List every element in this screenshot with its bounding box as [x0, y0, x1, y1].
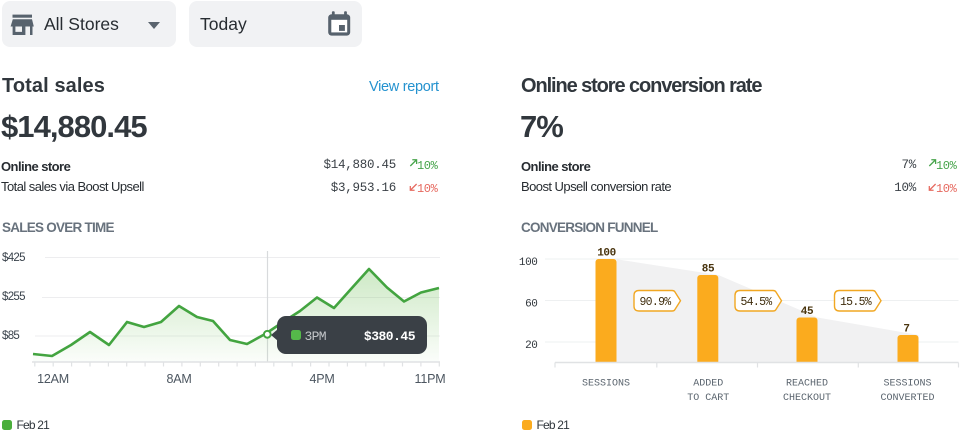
svg-text:ADDED: ADDED	[693, 379, 723, 390]
svg-text:CHECKOUT: CHECKOUT	[783, 393, 831, 404]
svg-text:TO CART: TO CART	[687, 393, 729, 404]
svg-text:20: 20	[525, 340, 537, 352]
svg-text:45: 45	[801, 306, 814, 318]
svg-text:85: 85	[702, 264, 715, 276]
svg-text:60: 60	[525, 298, 537, 310]
svg-text:100: 100	[519, 257, 538, 269]
svg-text:SESSIONS: SESSIONS	[582, 379, 630, 390]
svg-text:54.5%: 54.5%	[740, 296, 772, 309]
svg-text:REACHED: REACHED	[786, 379, 828, 390]
svg-text:SESSIONS: SESSIONS	[883, 379, 931, 390]
svg-text:7: 7	[903, 324, 909, 336]
svg-text:15.5%: 15.5%	[840, 296, 872, 309]
svg-text:CONVERTED: CONVERTED	[880, 393, 934, 404]
svg-text:90.9%: 90.9%	[639, 296, 671, 309]
svg-text:100: 100	[597, 248, 616, 260]
